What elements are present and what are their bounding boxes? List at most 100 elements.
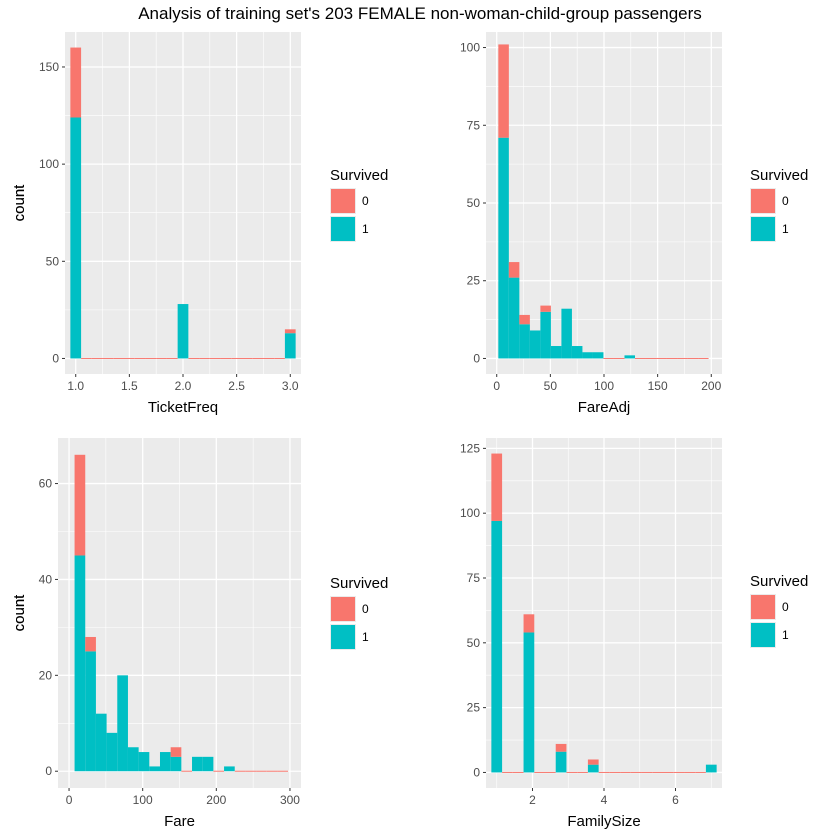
bar-survived-1 [117, 675, 128, 772]
bar-survived-1 [170, 756, 182, 772]
bar-survived-1 [177, 304, 189, 359]
y-axis-title: count [11, 184, 28, 222]
bar-survived-1 [523, 632, 535, 773]
legend-label-0: 0 [362, 194, 369, 208]
y-tick-label: 20 [39, 668, 53, 682]
bar-survived-0 [555, 743, 567, 752]
bar-survived-1 [571, 346, 583, 359]
x-tick-label: 300 [280, 793, 300, 807]
bar-survived-1 [592, 352, 604, 359]
bar-survived-1 [127, 747, 139, 772]
bar-survived-0 [508, 262, 520, 278]
x-tick-label: 100 [594, 379, 614, 393]
bar-survived-1 [192, 756, 203, 772]
bar-survived-1 [74, 555, 86, 772]
bar-survived-0 [85, 636, 96, 652]
x-tick-label: 2.5 [228, 379, 245, 393]
y-tick-label: 100 [39, 157, 59, 171]
legend-key-1 [751, 623, 775, 647]
y-tick-label: 50 [46, 254, 60, 268]
bar-survived-1 [498, 137, 509, 359]
bar-survived-1 [555, 751, 567, 773]
x-tick-label: 4 [601, 793, 608, 807]
bar-survived-1 [519, 324, 530, 359]
legend-key-1 [331, 625, 355, 649]
bar-survived-1 [95, 713, 107, 772]
x-tick-label: 50 [544, 379, 558, 393]
y-tick-label: 125 [460, 441, 480, 455]
y-tick-label: 150 [39, 60, 59, 74]
y-axis-title: count [11, 594, 28, 632]
bar-survived-1 [491, 520, 503, 773]
bar-survived-0 [587, 759, 599, 765]
chart-fareadj: 0 50 100 150 2000255075100FareAdjcountSurviv… [11, 32, 808, 416]
y-tick-label: 0 [473, 351, 480, 365]
legend-label-1: 1 [362, 630, 369, 644]
legend-label-0: 0 [782, 600, 789, 614]
legend-key-0 [331, 597, 355, 621]
bar-survived-1 [529, 330, 541, 359]
legend-label-1: 1 [362, 222, 369, 236]
bar-survived-1 [587, 764, 599, 773]
y-tick-label: 100 [460, 41, 480, 55]
bar-survived-1 [70, 117, 82, 359]
bar-survived-1 [582, 352, 593, 359]
x-axis-title: TicketFreq [148, 399, 218, 416]
legend-title: Survived [330, 575, 388, 592]
legend-key-0 [751, 189, 775, 213]
bar-survived-1 [705, 764, 717, 773]
y-axis-title: count [11, 184, 28, 222]
bar-survived-0 [74, 454, 86, 556]
legend: Survived 0 1 [750, 573, 808, 648]
x-axis-title: FamilySize [567, 813, 640, 830]
x-tick-label: 2.0 [175, 379, 192, 393]
legend: Survived 0 1 [750, 167, 808, 242]
x-tick-label: 0 [66, 793, 73, 807]
legend-label-1: 1 [782, 222, 789, 236]
bar-survived-1 [85, 651, 96, 772]
y-tick-label: 75 [467, 118, 481, 132]
legend-title: Survived [330, 167, 388, 184]
bar-survived-0 [70, 47, 82, 118]
y-tick-label: 75 [467, 571, 481, 585]
x-tick-label: 200 [701, 379, 721, 393]
legend-label-0: 0 [782, 194, 789, 208]
y-axis-title: count [11, 594, 28, 632]
x-tick-label: 3.0 [282, 379, 299, 393]
bar-survived-1 [284, 333, 296, 359]
bar-survived-1 [540, 311, 551, 359]
y-tick-label: 0 [473, 765, 480, 779]
x-tick-label: 6 [672, 793, 679, 807]
x-tick-label: 2 [529, 793, 536, 807]
legend-key-0 [331, 189, 355, 213]
bar-survived-1 [138, 752, 150, 772]
legend-title: Survived [750, 573, 808, 590]
x-tick-label: 1.5 [121, 379, 138, 393]
main-title: Analysis of training set's 203 FEMALE no… [138, 4, 702, 23]
y-tick-label: 25 [467, 701, 481, 715]
bar-survived-0 [170, 747, 182, 757]
bar-survived-1 [149, 766, 160, 772]
bar-survived-0 [498, 44, 509, 138]
bar-survived-0 [523, 614, 535, 633]
bar-survived-0 [491, 453, 503, 521]
bar-survived-1 [106, 732, 118, 772]
y-tick-label: 25 [467, 274, 481, 288]
y-tick-label: 50 [467, 636, 481, 650]
bar-survived-0 [284, 329, 296, 334]
x-tick-label: 150 [648, 379, 668, 393]
chart-familysize: 2 4 60255075100125FamilySizecountSurvived0… [11, 438, 808, 830]
y-tick-label: 100 [460, 506, 480, 520]
y-tick-label: 60 [39, 477, 53, 491]
legend-title: Survived [750, 167, 808, 184]
x-axis-title: FareAdj [578, 399, 631, 416]
chart-fare: 0 100 200 300 0 20 40 60 Fare count Survived 0 1 [11, 438, 388, 830]
y-tick-label: 0 [52, 351, 59, 365]
bar-survived-1 [550, 346, 562, 359]
x-tick-label: 200 [206, 793, 226, 807]
chart-ticketfreq: 1.0 1.5 2.0 2.5 3.0 0 50 100 150 TicketFreq count S… [11, 32, 388, 416]
legend: Survived 0 1 [330, 167, 388, 242]
bar-survived-0 [540, 305, 551, 312]
bar-survived-1 [508, 277, 520, 359]
